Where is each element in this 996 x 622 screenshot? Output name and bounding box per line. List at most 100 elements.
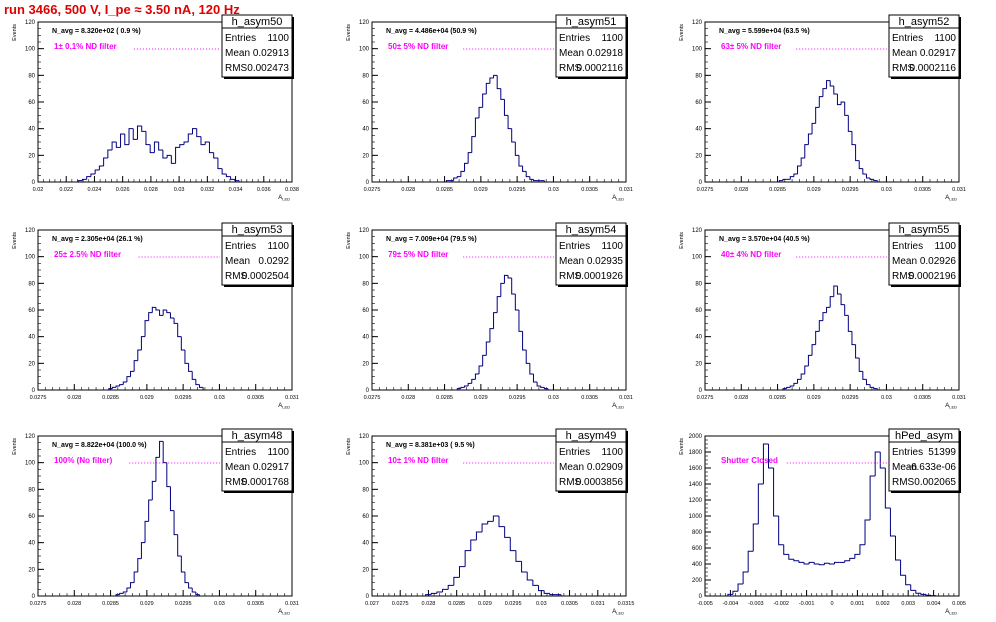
y-tick-label: 100: [692, 255, 703, 261]
histogram-bin: [144, 320, 149, 337]
histogram-bin: [797, 165, 802, 174]
x-tick-label: 0.0275: [697, 187, 714, 193]
histogram-bin: [126, 376, 131, 382]
x-tick-label: 0.03: [881, 187, 892, 193]
x-tick-label: 0.0295: [509, 395, 526, 401]
x-tick-label: 0.0305: [914, 395, 931, 401]
y-tick-label: 20: [362, 361, 369, 367]
histogram-bin: [518, 310, 523, 332]
x-tick-label: 0.0295: [175, 601, 192, 607]
stats-label: Mean: [559, 256, 584, 267]
x-tick-label: 0.03: [881, 395, 892, 401]
stats-value: 0.02935: [587, 256, 624, 267]
histogram-bin: [811, 344, 816, 356]
histogram-bin: [103, 157, 108, 166]
x-tick-label: 0.029: [474, 187, 488, 193]
x-tick-label: 0.028: [734, 187, 748, 193]
histogram-bin: [191, 588, 196, 593]
filter-label: 63± 5% ND filter: [721, 42, 781, 51]
histogram-bin: [162, 309, 167, 316]
histogram-bin: [847, 115, 852, 132]
histogram-bin: [873, 387, 878, 390]
histogram-bin: [813, 562, 820, 565]
stats-label: Mean: [225, 462, 250, 473]
y-tick-label: 100: [692, 47, 703, 53]
histogram-bin: [137, 349, 142, 361]
histogram-bin: [162, 150, 168, 159]
histogram-bin: [471, 136, 476, 153]
x-tick-label: 0.03: [536, 601, 547, 607]
histogram-bin: [458, 566, 466, 578]
stats-box: [888, 428, 960, 492]
histogram-bin: [170, 155, 176, 164]
x-tick-label: 0.028: [401, 395, 415, 401]
y-tick-label: 80: [695, 73, 702, 79]
histogram-bin: [180, 336, 185, 351]
histogram-bin: [145, 131, 151, 146]
histogram-bin: [217, 158, 223, 170]
stats-label: Entries: [225, 241, 256, 252]
histogram-panel-h_asym54: 0 20 40 60 80 100 120 0.0275 0.028 0.0285 0.029 0.0…: [346, 222, 633, 410]
y-tick-label: 80: [362, 487, 369, 493]
histogram-bin: [742, 571, 749, 584]
stats-label: RMS: [892, 271, 915, 282]
histogram-bin: [786, 386, 791, 389]
y-tick-label: 100: [359, 255, 370, 261]
histogram-bin: [521, 561, 528, 573]
histogram-bin: [496, 75, 501, 90]
stats-label: Entries: [892, 241, 923, 252]
histogram-bin: [803, 562, 810, 565]
histogram-bin: [511, 278, 516, 295]
y-tick-label: 120: [25, 20, 36, 26]
x-tick-label: 0.028: [67, 395, 81, 401]
x-tick-label: 0.031: [285, 601, 299, 607]
histogram-bin: [800, 157, 805, 166]
histogram-bin: [829, 296, 834, 308]
histogram-bin: [834, 561, 840, 564]
stats-value: 0.0292: [258, 256, 289, 267]
x-tick-label: 0.0275: [30, 395, 47, 401]
stats-label: RMS: [892, 477, 915, 488]
x-axis-title: ALED: [278, 195, 290, 202]
histogram-bin: [855, 144, 860, 162]
histogram-bin: [166, 154, 172, 158]
x-tick-label: 0.0285: [769, 187, 786, 193]
histogram-bin: [148, 499, 153, 522]
histogram-bin: [762, 443, 769, 484]
y-tick-label: 80: [28, 487, 35, 493]
x-tick-label: 0.028: [401, 187, 415, 193]
histogram-bin: [108, 388, 113, 390]
histogram-bin: [532, 179, 538, 182]
histogram-bin: [798, 560, 805, 563]
stats-value: 51399: [928, 447, 956, 458]
stats-value: 1100: [601, 241, 623, 252]
histogram-bin: [430, 592, 437, 595]
histogram-bin: [507, 115, 512, 130]
histogram-bin: [493, 74, 498, 78]
histogram-bin: [478, 365, 483, 374]
histogram-bin: [173, 318, 178, 324]
navg-label: N_avg = 5.599e+04 (63.5 %): [719, 28, 810, 35]
histogram-bin: [869, 178, 874, 180]
x-tick-label: 0.0305: [914, 187, 931, 193]
histogram-bin: [94, 169, 100, 174]
histogram-bin: [153, 141, 159, 153]
stats-box: [888, 14, 960, 78]
histogram-bin: [782, 388, 787, 390]
histogram-bin: [833, 285, 838, 297]
navg-label: N_avg = 3.570e+04 (40.5 %): [719, 236, 810, 243]
y-tick-label: 800: [692, 530, 703, 536]
x-axis-title: ALED: [612, 195, 624, 202]
x-axis-title: ALED: [945, 403, 957, 410]
x-tick-label: 0.027: [365, 601, 379, 607]
y-tick-label: 80: [28, 281, 35, 287]
y-tick-label: 400: [692, 562, 703, 568]
histogram-bin: [818, 564, 825, 566]
y-axis-title: Events: [12, 232, 18, 249]
histogram-bin: [141, 126, 146, 132]
histogram-bin: [855, 344, 860, 359]
x-axis-title: ALED: [278, 609, 290, 616]
x-tick-label: 0.0285: [436, 187, 453, 193]
histogram-bin: [532, 580, 539, 586]
histogram-bin: [496, 296, 501, 313]
